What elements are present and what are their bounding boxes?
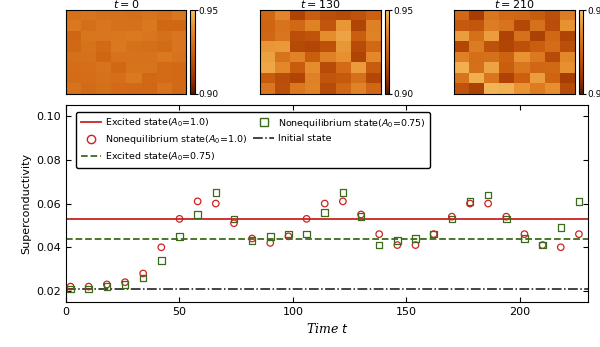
Point <box>247 238 257 244</box>
Point <box>465 201 475 206</box>
Point <box>175 234 184 239</box>
Point <box>175 216 184 222</box>
Point <box>66 286 76 291</box>
Point <box>247 236 257 241</box>
Point <box>320 201 329 206</box>
Point <box>102 284 112 289</box>
Point <box>302 231 311 237</box>
Point <box>520 236 529 241</box>
Point <box>265 240 275 246</box>
Point <box>392 242 402 248</box>
Point <box>193 198 202 204</box>
Point <box>520 231 529 237</box>
Point <box>429 231 439 237</box>
Point <box>66 284 76 289</box>
Point <box>447 216 457 222</box>
Point <box>84 286 94 291</box>
Point <box>556 245 566 250</box>
Point <box>484 201 493 206</box>
Y-axis label: Superconductivity: Superconductivity <box>21 153 31 254</box>
Point <box>320 210 329 215</box>
Point <box>338 190 347 195</box>
Legend: Excited state($A_0$=1.0), Nonequilibrium state($A_0$=1.0), Excited state($A_0$=0: Excited state($A_0$=1.0), Nonequilibrium… <box>76 112 430 168</box>
Point <box>229 216 239 222</box>
Point <box>374 242 384 248</box>
Point <box>157 245 166 250</box>
Point <box>120 279 130 285</box>
Point <box>429 231 439 237</box>
Point <box>502 214 511 219</box>
Title: $t=210$: $t=210$ <box>494 0 535 10</box>
Point <box>302 216 311 222</box>
Point <box>157 257 166 263</box>
Point <box>392 238 402 244</box>
Point <box>338 198 347 204</box>
Point <box>447 214 457 219</box>
Point <box>284 231 293 237</box>
Point <box>502 216 511 222</box>
Point <box>356 214 366 219</box>
Point <box>538 242 547 248</box>
Point <box>538 242 547 248</box>
Point <box>211 201 221 206</box>
Point <box>356 212 366 217</box>
Title: $t=0$: $t=0$ <box>113 0 139 10</box>
Point <box>411 236 421 241</box>
Point <box>574 231 584 237</box>
Point <box>465 198 475 204</box>
Point <box>193 212 202 217</box>
Point <box>265 234 275 239</box>
Point <box>102 282 112 287</box>
Point <box>211 190 221 195</box>
Point <box>284 234 293 239</box>
Point <box>84 284 94 289</box>
Point <box>139 271 148 276</box>
Point <box>229 220 239 226</box>
Point <box>411 242 421 248</box>
Title: $t=130$: $t=130$ <box>300 0 341 10</box>
Point <box>120 282 130 287</box>
Point <box>139 275 148 281</box>
X-axis label: Time $t$: Time $t$ <box>305 322 349 336</box>
Point <box>556 225 566 230</box>
Point <box>574 198 584 204</box>
Point <box>374 231 384 237</box>
Point <box>484 192 493 197</box>
